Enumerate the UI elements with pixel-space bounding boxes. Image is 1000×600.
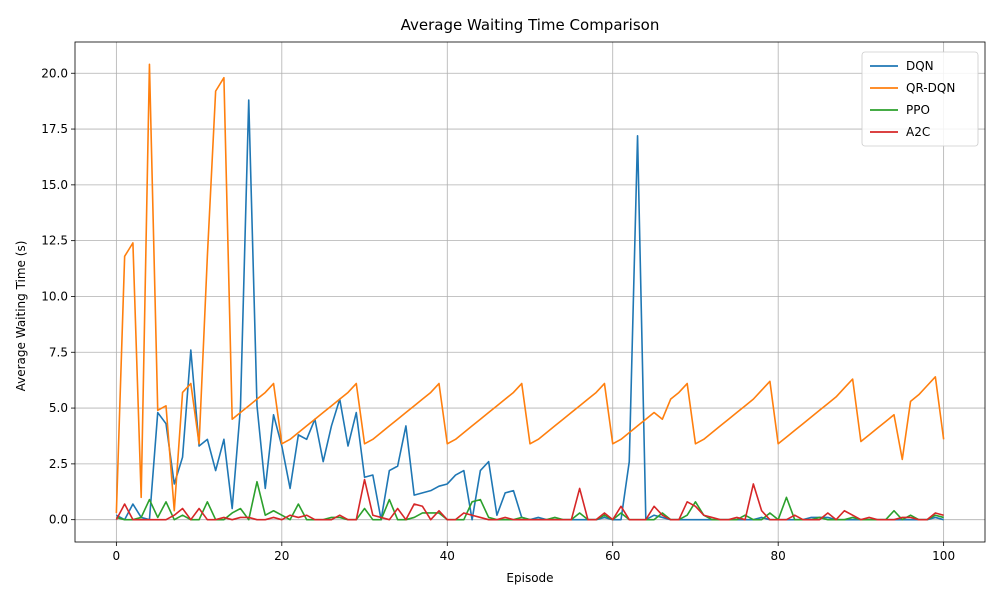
- y-tick-label: 20.0: [41, 66, 68, 80]
- plot-area-frame: [74, 41, 986, 543]
- legend-box: [861, 51, 979, 147]
- axis-ticks: 0 20 40 60 80 100 0.0 2.5 5.0 7.5 10.0 12.5 15.0 17.5…: [41, 66, 955, 563]
- y-tick-label: 2.5: [49, 457, 68, 471]
- legend-label-ppo: PPO: [906, 103, 930, 117]
- y-tick-label: 17.5: [41, 122, 68, 136]
- legend-label-dqn: DQN: [906, 59, 934, 73]
- y-tick-label: 10.0: [41, 289, 68, 303]
- series-line-a2c: [115, 478, 944, 521]
- x-tick-label: 40: [440, 549, 455, 563]
- series-lines: [115, 63, 945, 521]
- chart-title: Average Waiting Time Comparison: [401, 16, 660, 34]
- x-tick-label: 80: [771, 549, 786, 563]
- x-tick-label: 60: [605, 549, 620, 563]
- x-axis-label: Episode: [506, 571, 553, 585]
- series-line-qr-dqn: [115, 63, 945, 514]
- y-tick-label: 15.0: [41, 178, 68, 192]
- legend-label-qr-dqn: QR-DQN: [906, 81, 955, 95]
- y-axis-label: Average Waiting Time (s): [14, 241, 28, 392]
- legend: DQN QR-DQN PPO A2C: [861, 51, 979, 147]
- y-tick-label: 5.0: [49, 401, 68, 415]
- y-tick-label: 0.0: [49, 513, 68, 527]
- legend-label-a2c: A2C: [906, 125, 930, 139]
- x-tick-label: 0: [113, 549, 121, 563]
- x-tick-label: 20: [274, 549, 289, 563]
- y-tick-label: 7.5: [49, 345, 68, 359]
- x-tick-label: 100: [932, 549, 955, 563]
- y-tick-label: 12.5: [41, 234, 68, 248]
